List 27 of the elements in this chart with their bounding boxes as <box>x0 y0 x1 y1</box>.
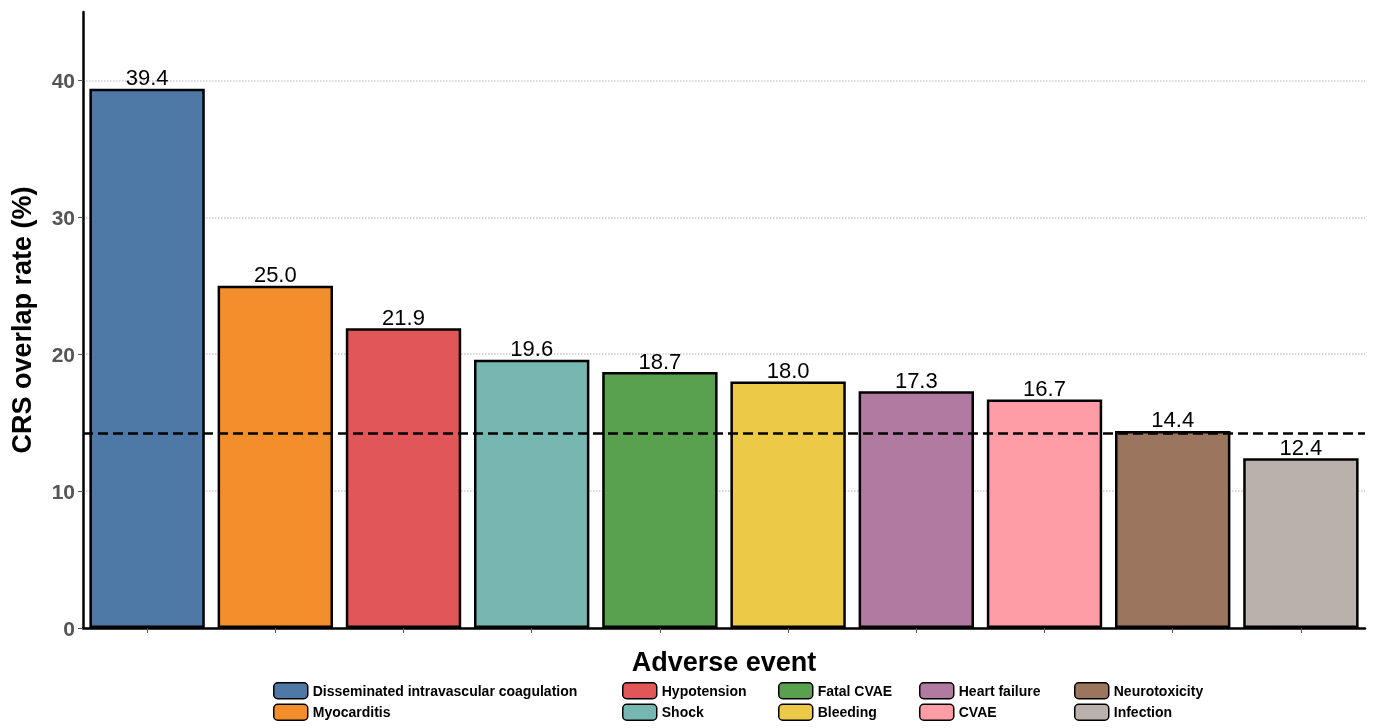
legend-label: Disseminated intravascular coagulation <box>312 682 578 699</box>
y-tick-label: 20 <box>51 342 75 366</box>
data-label: 39.4 <box>125 65 169 91</box>
legend-label: CVAE <box>958 704 997 721</box>
legend-label: Myocarditis <box>312 704 391 721</box>
data-label: 19.6 <box>510 336 554 362</box>
data-label: 14.4 <box>1151 407 1195 433</box>
legend-label: Heart failure <box>958 682 1041 699</box>
legend-label: Shock <box>661 704 704 721</box>
legend-label: Hypotension <box>661 682 747 699</box>
legend-label: Fatal CVAE <box>817 682 893 699</box>
data-label: 12.4 <box>1279 434 1323 460</box>
data-label: 17.3 <box>894 367 938 393</box>
y-axis-title: CRS overlap rate (%) <box>6 186 37 454</box>
data-label: 18.7 <box>638 348 682 374</box>
y-tick-label: 0 <box>63 616 75 640</box>
y-tick-label: 30 <box>51 205 75 229</box>
y-tick-label: 10 <box>51 479 75 503</box>
data-label: 21.9 <box>382 304 425 330</box>
legend-label: Bleeding <box>817 704 877 721</box>
legend-label: Infection <box>1113 704 1173 721</box>
legend-label: Neurotoxicity <box>1113 682 1204 699</box>
data-label: 18.0 <box>766 358 810 384</box>
data-label: 25.0 <box>253 262 297 288</box>
x-axis-title: Adverse event <box>631 646 817 677</box>
data-label: 16.7 <box>1023 375 1066 401</box>
y-tick-label: 40 <box>51 68 75 92</box>
